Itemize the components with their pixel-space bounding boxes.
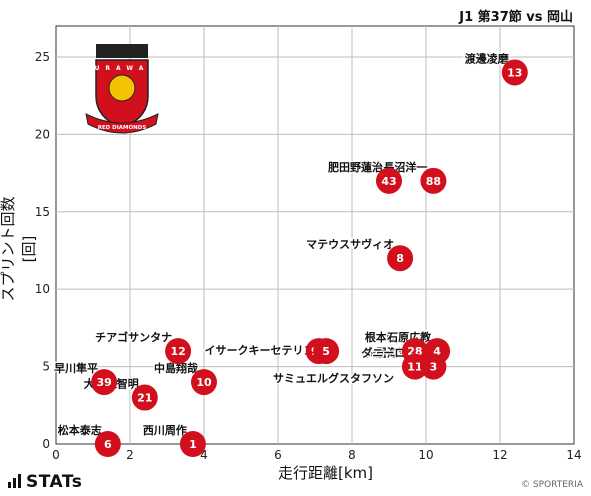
player-label: 根本健太: [365, 330, 410, 344]
player-number: 8: [396, 252, 404, 265]
x-tick-label: 14: [566, 448, 581, 462]
player-point: [401, 353, 428, 380]
x-tick-label: 8: [348, 448, 356, 462]
player-label: マテウスサヴィオ: [306, 237, 394, 251]
x-tick-label: 2: [126, 448, 134, 462]
brand-name: STATs: [26, 472, 83, 492]
club-emblem: RED DIAMONDS URAWA: [85, 44, 159, 134]
player-label: 早川隼平: [54, 361, 98, 375]
player-number: 4: [433, 345, 441, 358]
emblem-letters: URAWA: [95, 65, 150, 72]
player-point: [420, 353, 447, 380]
x-tick-label: 12: [492, 448, 507, 462]
x-tick-label: 0: [52, 448, 60, 462]
match-title: J1 第37節 vs 岡山: [459, 10, 573, 25]
player-point: [501, 59, 528, 86]
emblem-top-bar: [96, 44, 148, 58]
x-tick-label: 4: [200, 448, 208, 462]
player-label: 松本泰志: [58, 423, 102, 437]
player-point: [387, 245, 414, 272]
player-number: 88: [426, 175, 441, 188]
emblem-ribbon: [85, 113, 159, 134]
player-number: 43: [381, 175, 396, 188]
player-label: 渡邊凌磨: [465, 51, 510, 65]
player-label: 安居海渡: [365, 346, 410, 360]
emblem-ball: [108, 74, 136, 102]
player-label: 中島翔哉: [154, 361, 198, 375]
y-tick-label: 10: [35, 282, 50, 296]
x-tick-label: 6: [274, 448, 282, 462]
player-number: 13: [507, 66, 522, 79]
player-point: [376, 167, 402, 194]
player-number: 39: [96, 376, 111, 389]
y-tick-label: 0: [42, 437, 50, 451]
x-axis-label: 走行距離[km]: [277, 464, 373, 482]
player-point: [91, 369, 118, 396]
y-tick-label: 20: [35, 127, 50, 141]
player-point: [179, 431, 206, 457]
player-number: 10: [196, 376, 212, 389]
x-tick-label: 10: [418, 448, 433, 462]
brand-logo: STATs: [8, 472, 82, 492]
bar-chart-icon: [8, 474, 22, 488]
player-point: [420, 167, 447, 194]
player-label: イサークキーセテリン: [205, 344, 315, 357]
player-point: [191, 369, 217, 396]
player-label: サミュエルグスタフソン: [273, 371, 394, 385]
player-number: 5: [322, 345, 330, 358]
player-number: 3: [430, 361, 438, 374]
player-point: [131, 384, 158, 411]
player-number: 11: [407, 361, 422, 374]
copyright-credit: © SPORTERIA: [521, 480, 583, 490]
player-number: 6: [104, 438, 112, 451]
player-label: チアゴサンタナ: [95, 330, 172, 344]
player-number: 21: [137, 392, 152, 405]
y-tick-label: 25: [35, 50, 50, 64]
player-points: 13438881299528411339102161: [91, 59, 528, 457]
player-point: [165, 338, 192, 365]
player-number: 1: [189, 438, 197, 451]
y-tick-label: 5: [42, 360, 50, 374]
y-axis-label: スプリント回数[回]: [0, 196, 38, 302]
y-tick-label: 15: [35, 205, 50, 219]
emblem-text: RED DIAMONDS: [98, 125, 147, 131]
player-point: [313, 338, 340, 365]
player-label: 西川周作: [143, 423, 187, 437]
player-label: 肥田野蓮治: [328, 160, 383, 174]
player-number: 12: [170, 345, 185, 358]
player-point: [94, 431, 121, 457]
